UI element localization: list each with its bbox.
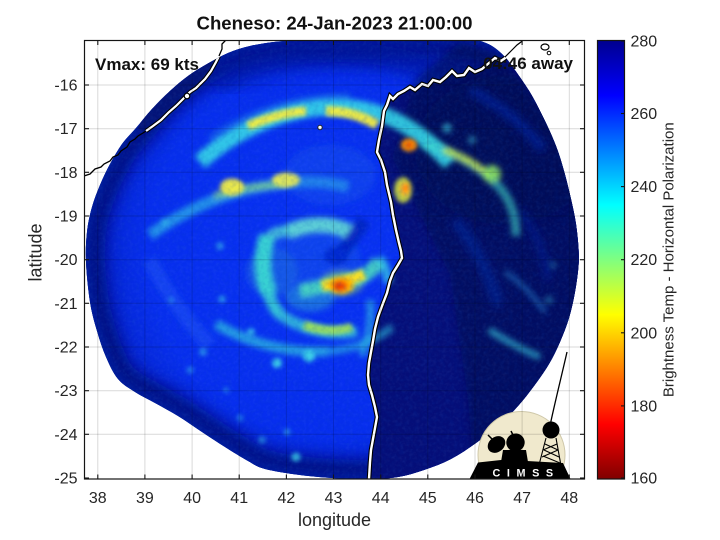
- svg-text:40: 40: [183, 490, 201, 507]
- svg-text:43: 43: [325, 490, 343, 507]
- svg-text:-18: -18: [54, 165, 77, 182]
- svg-text:latitude: latitude: [26, 223, 46, 281]
- svg-text:180: 180: [631, 398, 658, 415]
- svg-text:220: 220: [631, 252, 658, 269]
- svg-text:04:46 away: 04:46 away: [483, 54, 573, 73]
- svg-text:longitude: longitude: [298, 510, 371, 530]
- svg-text:-23: -23: [54, 383, 77, 400]
- svg-text:-16: -16: [54, 78, 77, 95]
- svg-text:45: 45: [419, 490, 437, 507]
- svg-text:-24: -24: [54, 427, 77, 444]
- svg-text:200: 200: [631, 325, 658, 342]
- svg-text:-20: -20: [54, 252, 77, 269]
- svg-text:160: 160: [631, 471, 658, 488]
- svg-text:-21: -21: [54, 296, 77, 313]
- svg-text:280: 280: [631, 34, 658, 51]
- svg-text:39: 39: [136, 490, 154, 507]
- svg-text:Brightness Temp - Horizontal P: Brightness Temp - Horizontal Polarizatio…: [661, 122, 678, 397]
- svg-text:44: 44: [372, 490, 390, 507]
- svg-text:Vmax: 69 kts: Vmax: 69 kts: [95, 55, 199, 74]
- svg-text:240: 240: [631, 179, 658, 196]
- svg-text:46: 46: [466, 490, 484, 507]
- svg-text:47: 47: [513, 490, 531, 507]
- svg-text:41: 41: [230, 490, 248, 507]
- svg-text:-17: -17: [54, 121, 77, 138]
- svg-text:-19: -19: [54, 209, 77, 226]
- svg-text:-22: -22: [54, 340, 77, 357]
- svg-text:CIMSS: CIMSS: [493, 468, 560, 480]
- svg-text:42: 42: [278, 490, 296, 507]
- svg-text:48: 48: [560, 490, 578, 507]
- svg-text:260: 260: [631, 106, 658, 123]
- svg-text:Cheneso: 24-Jan-2023 21:00:00: Cheneso: 24-Jan-2023 21:00:00: [197, 13, 473, 34]
- svg-text:38: 38: [89, 490, 107, 507]
- svg-text:-25: -25: [54, 471, 77, 488]
